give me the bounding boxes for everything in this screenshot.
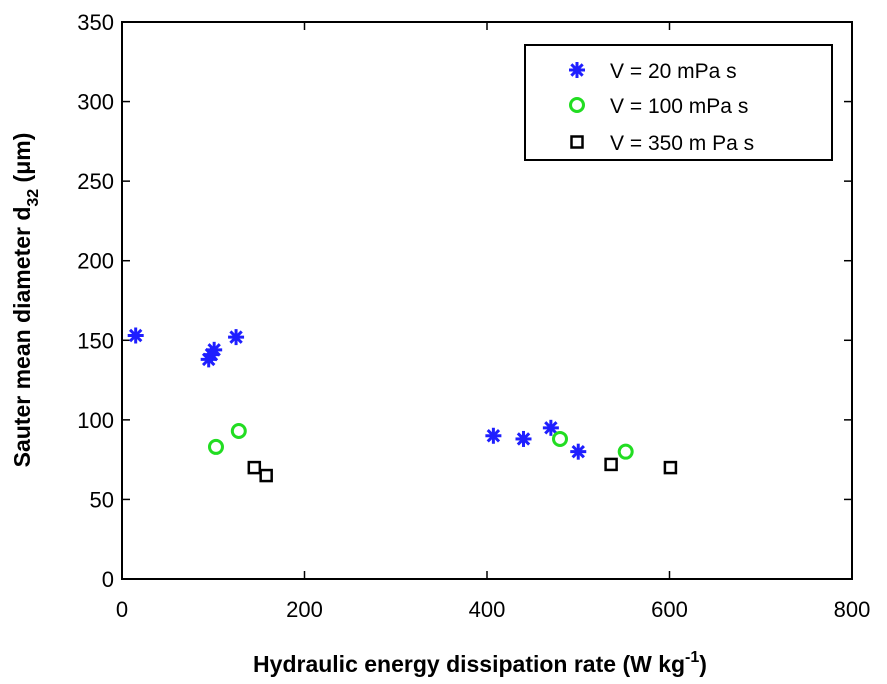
- x-tick-label: 200: [286, 597, 323, 622]
- y-axis-label: Sauter mean diameter d32 (μm): [9, 133, 42, 468]
- y-tick-label: 300: [77, 90, 114, 115]
- data-point-circle: [207, 438, 224, 455]
- y-tick-label: 200: [77, 249, 114, 274]
- x-tick-label: 0: [116, 597, 128, 622]
- legend-label: V = 350 m Pa s: [610, 132, 754, 155]
- x-tick-label: 600: [651, 597, 688, 622]
- x-axis-ticks: 0 200 400 600 800: [116, 22, 870, 622]
- legend-marker-asterisk: [569, 62, 585, 78]
- legend-label: V = 100 mPa s: [610, 95, 748, 118]
- legend-label: V = 20 mPa s: [610, 60, 737, 83]
- y-axis-ticks: 0 50 100 150 200 250 300 350: [77, 10, 852, 592]
- data-point-asterisk: [127, 327, 144, 344]
- data-markers: [127, 327, 678, 483]
- legend: V = 20 mPa s V = 100 mPa s V = 350 m Pa s: [524, 44, 833, 161]
- y-tick-label: 50: [90, 487, 114, 512]
- y-tick-label: 100: [77, 408, 114, 433]
- data-point-asterisk: [570, 443, 587, 460]
- data-point-square: [663, 460, 678, 475]
- y-tick-label: 250: [77, 169, 114, 194]
- data-point-asterisk: [542, 419, 559, 436]
- data-point-circle: [552, 430, 568, 447]
- legend-box: [524, 44, 833, 161]
- data-point-circle: [617, 443, 634, 460]
- x-tick-label: 800: [834, 597, 871, 622]
- y-tick-label: 150: [77, 328, 114, 353]
- data-point-circle: [230, 422, 247, 439]
- y-tick-label: 0: [102, 567, 114, 592]
- x-tick-label: 400: [469, 597, 506, 622]
- data-point-asterisk: [228, 329, 245, 346]
- data-point-square: [247, 460, 262, 475]
- data-point-square: [259, 468, 273, 483]
- y-tick-label: 350: [77, 10, 114, 35]
- legend-marker-circle: [569, 97, 585, 113]
- data-point-asterisk: [206, 341, 223, 358]
- data-point-square: [604, 457, 618, 472]
- x-axis-label: Hydraulic energy dissipation rate (W kg-…: [253, 649, 707, 677]
- legend-marker-square: [570, 135, 584, 149]
- data-point-asterisk: [485, 427, 502, 444]
- data-point-asterisk: [515, 430, 532, 447]
